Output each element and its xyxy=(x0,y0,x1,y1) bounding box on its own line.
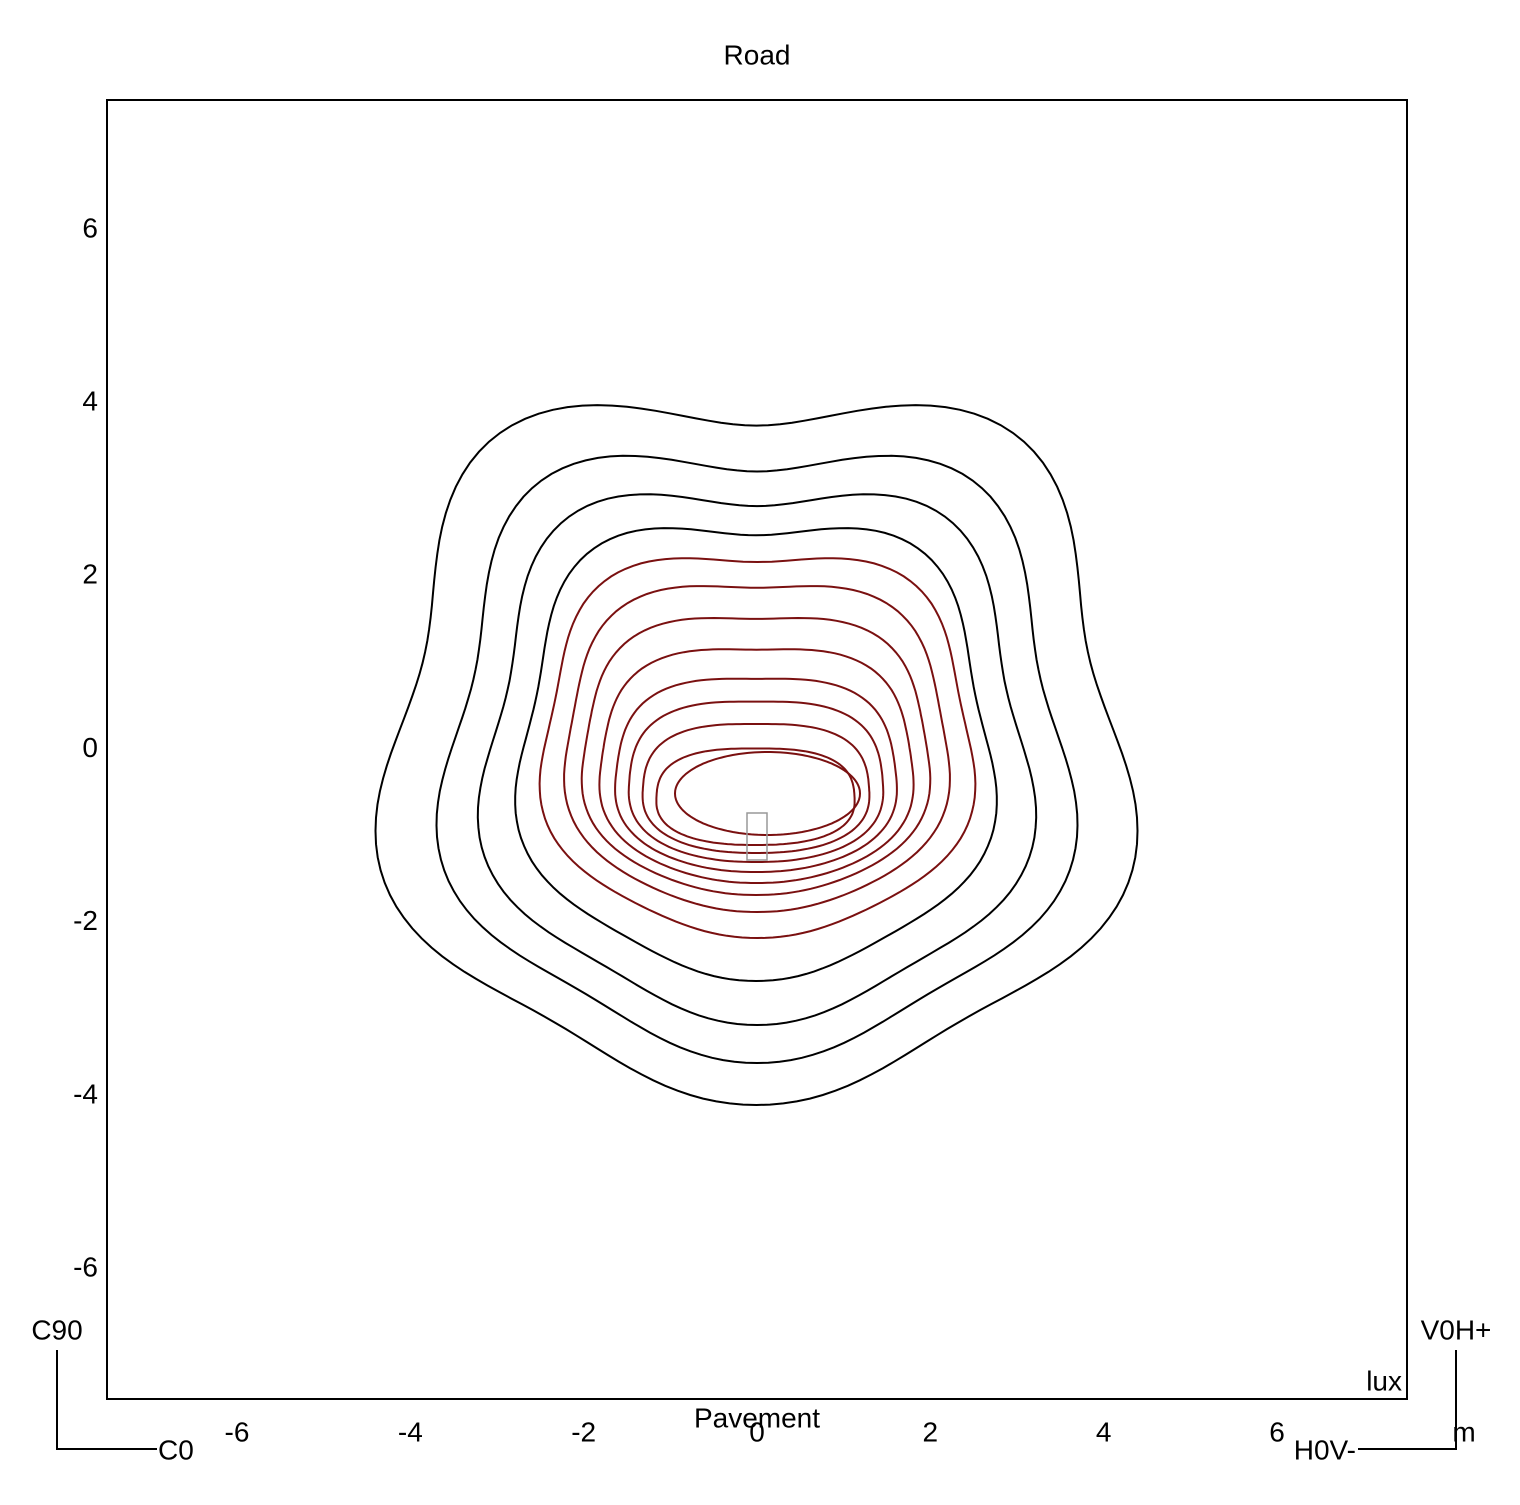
contour-line xyxy=(538,557,977,940)
x-tick-label: 2 xyxy=(923,1416,939,1447)
y-tick-label: 6 xyxy=(82,212,98,243)
y-tick-label: -6 xyxy=(73,1251,98,1282)
contour-line xyxy=(614,677,898,873)
x-tick-label: 0 xyxy=(749,1416,765,1447)
y-tick-label: -4 xyxy=(73,1078,98,1109)
contour-line xyxy=(627,700,885,863)
v-axis-bracket xyxy=(1358,1350,1457,1450)
luminaire xyxy=(746,812,768,861)
contour-line xyxy=(598,648,915,884)
contour-line xyxy=(641,723,871,854)
corner-label: C90 xyxy=(31,1314,82,1345)
contour-line xyxy=(563,585,951,914)
contour-line xyxy=(673,751,862,836)
corner-label: m xyxy=(1452,1416,1475,1447)
corner-label: C0 xyxy=(158,1434,194,1465)
x-tick-label: -2 xyxy=(571,1416,596,1447)
corner-label: H0V- xyxy=(1294,1434,1356,1465)
contour-line xyxy=(655,747,856,846)
x-tick-label: 6 xyxy=(1269,1416,1285,1447)
x-axis-label: Pavement xyxy=(694,1402,820,1433)
contour-line xyxy=(435,454,1079,1065)
chart-title: Road xyxy=(724,39,791,70)
x-tick-label: 4 xyxy=(1096,1416,1112,1447)
y-tick-label: 2 xyxy=(82,559,98,590)
contour-line xyxy=(514,527,998,983)
plot-frame xyxy=(106,99,1408,1400)
y-tick-label: 0 xyxy=(82,732,98,763)
corner-label: V0H+ xyxy=(1421,1314,1492,1345)
contours xyxy=(374,404,1139,1107)
contour-line xyxy=(580,616,932,897)
x-tick-label: -4 xyxy=(398,1416,423,1447)
y-tick-label: -2 xyxy=(73,905,98,936)
unit-label: lux xyxy=(1366,1365,1402,1396)
contour-line xyxy=(476,493,1038,1027)
x-tick-label: -6 xyxy=(225,1416,250,1447)
contour-line xyxy=(374,404,1139,1107)
y-tick-label: 4 xyxy=(82,385,98,416)
c-axis-bracket xyxy=(56,1350,157,1450)
